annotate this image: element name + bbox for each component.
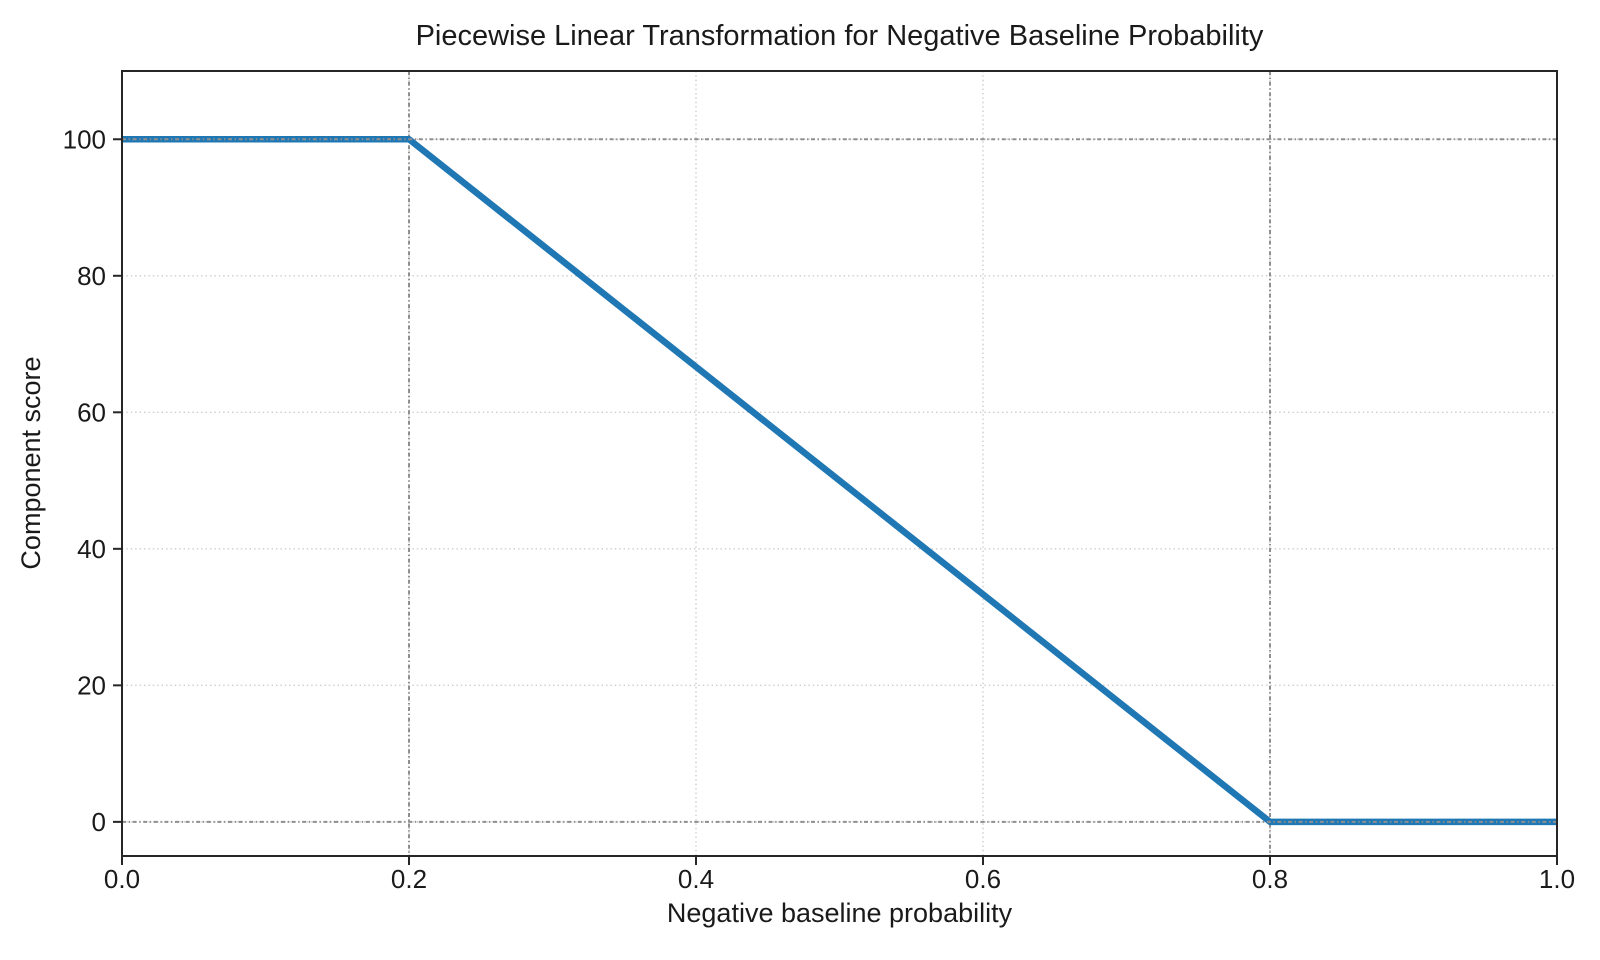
x-tick-label: 0.6: [965, 864, 1001, 894]
y-tick-label: 20: [77, 670, 106, 700]
x-tick-label: 0.0: [104, 864, 140, 894]
y-tick-label: 40: [77, 534, 106, 564]
y-tick-label: 60: [77, 397, 106, 427]
x-axis-label: Negative baseline probability: [667, 898, 1013, 928]
x-tick-label: 1.0: [1539, 864, 1575, 894]
data-line: [122, 136, 1557, 826]
plot-border: [121, 70, 1558, 857]
y-axis-label: Component score: [16, 356, 46, 569]
plot-dynamic-layer: 0.0 0.2 0.4 0.6 0.8 1.0 0 20 40 60 80 100: [63, 70, 1575, 894]
x-tick-label: 0.4: [678, 864, 714, 894]
y-tick-label: 100: [63, 124, 106, 154]
y-tick-label: 80: [77, 261, 106, 291]
chart-title: Piecewise Linear Transformation for Nega…: [416, 20, 1264, 52]
y-tick-label: 0: [92, 807, 106, 837]
x-tick-label: 0.8: [1252, 864, 1288, 894]
x-tick-label: 0.2: [391, 864, 427, 894]
